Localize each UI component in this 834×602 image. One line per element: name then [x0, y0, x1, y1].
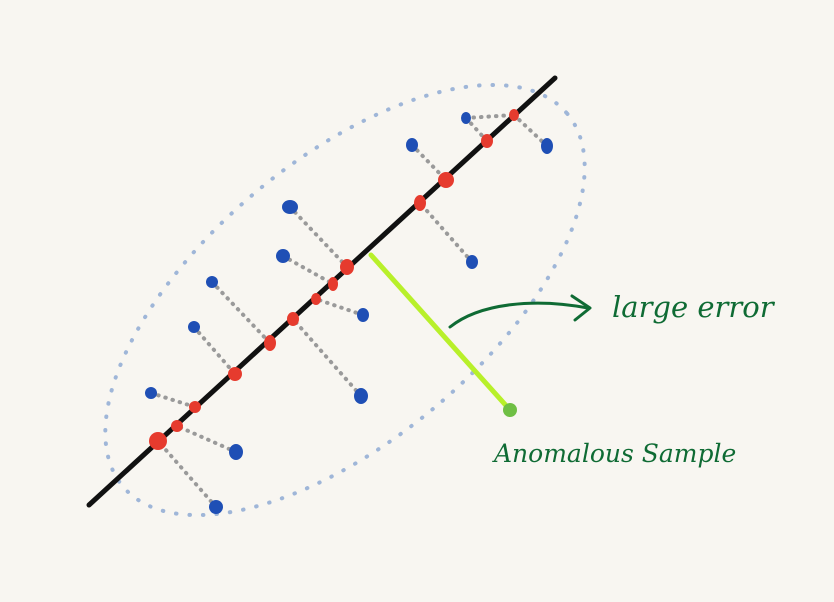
projected-points [149, 109, 519, 450]
projection-line [281, 254, 335, 286]
data-point [357, 308, 369, 322]
anomalous-sample-label: Anomalous Sample [492, 439, 736, 468]
large-error-label: large error [612, 290, 776, 324]
data-point [282, 200, 298, 214]
projection-line [210, 280, 272, 345]
data-point [209, 500, 223, 514]
projection-line [512, 113, 549, 148]
projected-point [328, 277, 338, 291]
projection-line [156, 439, 218, 509]
principal-axis-line [86, 75, 558, 508]
projection-line [464, 116, 489, 143]
projection-lines [149, 113, 549, 509]
data-point [276, 249, 290, 263]
projection-line [288, 205, 349, 269]
projection-line [418, 201, 474, 264]
projection-line [314, 297, 365, 317]
projected-point [149, 432, 167, 450]
data-point [229, 444, 243, 460]
data-point [461, 112, 471, 124]
projected-point [414, 195, 426, 211]
projected-point [481, 134, 493, 148]
data-point [145, 387, 157, 399]
large-error-arrow [448, 301, 590, 329]
projection-line [464, 113, 516, 120]
projected-point [340, 259, 354, 275]
projected-point [509, 109, 519, 121]
projected-point [438, 172, 454, 188]
anomalous-sample-point [503, 403, 517, 417]
data-point [541, 138, 553, 154]
arrow-head-icon [570, 294, 592, 322]
projected-point [287, 312, 299, 326]
data-point [354, 388, 368, 404]
data-point [206, 276, 218, 288]
projection-line [175, 424, 238, 454]
normal-region-ellipse [103, 82, 587, 518]
data-point [406, 138, 418, 152]
projected-point [189, 401, 201, 413]
data-point [466, 255, 478, 269]
projected-point [171, 420, 183, 432]
projected-point [264, 335, 276, 351]
data-points [145, 112, 553, 514]
projected-point [311, 293, 321, 305]
projection-line [192, 325, 237, 376]
reconstruction-error-line [368, 252, 513, 413]
projection-line [410, 143, 448, 182]
data-point [188, 321, 200, 333]
projection-line [291, 317, 363, 398]
projection-line [149, 391, 197, 409]
projected-point [228, 367, 242, 381]
